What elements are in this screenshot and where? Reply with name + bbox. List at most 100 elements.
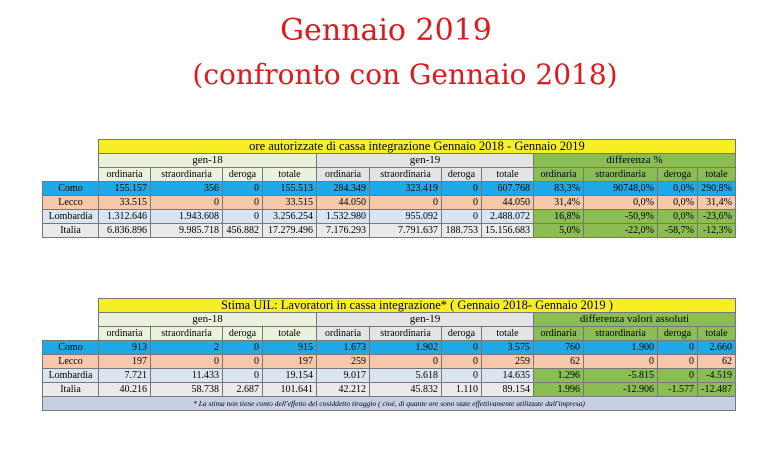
table-cell: 0 — [222, 195, 263, 210]
table-cell: 0 — [222, 340, 263, 355]
table-cell: 2.687 — [222, 382, 263, 397]
column-header: deroga — [657, 326, 698, 341]
table-cell: 155.513 — [262, 181, 317, 196]
table-cell: 0 — [657, 340, 698, 355]
table-cell: 6.836.896 — [98, 223, 151, 238]
table-cell: 0 — [657, 354, 698, 369]
table-cell: 101.641 — [262, 382, 317, 397]
table-cell: 284.349 — [316, 181, 370, 196]
group-header-gen19: gen-19 — [316, 312, 534, 327]
table-cell: 9.017 — [316, 368, 370, 383]
row-label: Como — [42, 340, 99, 355]
column-header: totale — [262, 167, 317, 182]
table-cell: 0 — [150, 195, 223, 210]
column-header: ordinaria — [316, 167, 370, 182]
table-cell: 1.110 — [441, 382, 482, 397]
table-cell: 1.673 — [316, 340, 370, 355]
table-cell: 0 — [222, 368, 263, 383]
table-cell: 1.532.980 — [316, 209, 370, 224]
table-cell: 0 — [441, 368, 482, 383]
table-cell: 0 — [441, 209, 482, 224]
table-cell: 90748,0% — [583, 181, 658, 196]
table-cell: 31,4% — [697, 195, 736, 210]
group-header-diff: differenza valori assoluti — [533, 312, 736, 327]
table-cell: 19.154 — [262, 368, 317, 383]
row-label: Lecco — [42, 354, 99, 369]
table-row: Lombardia 7.721 11.433 0 19.154 9.017 5.618 0 14… — [42, 368, 736, 383]
table-cell: 0 — [441, 354, 482, 369]
table-cell: 0,0% — [657, 181, 698, 196]
table-cell: -12.487 — [697, 382, 736, 397]
table-cell: 83,3% — [533, 181, 584, 196]
table-cell: 58.738 — [150, 382, 223, 397]
table-cell: 7.721 — [98, 368, 151, 383]
column-header: ordinaria — [98, 167, 151, 182]
table-row: Lecco 197 0 0 197 259 0 0 259 62 0 0 62 — [42, 354, 736, 369]
table-cell: 0 — [222, 354, 263, 369]
table-cell: -4.519 — [697, 368, 736, 383]
table-cell: 188.753 — [441, 223, 482, 238]
group-header-gen19: gen-19 — [316, 153, 534, 168]
table-cell: -23,6% — [697, 209, 736, 224]
column-header: ordinaria — [533, 167, 584, 182]
column-header: straordinaria — [369, 167, 442, 182]
table-cell: 31,4% — [533, 195, 584, 210]
table-cell: 89.154 — [481, 382, 534, 397]
table-cell: 290,8% — [697, 181, 736, 196]
column-header: totale — [697, 167, 736, 182]
column-header: deroga — [657, 167, 698, 182]
column-header: totale — [262, 326, 317, 341]
table-cell: 1.943.608 — [150, 209, 223, 224]
table-row: Lecco 33.515 0 0 33.515 44.050 0 0 44.050 31,4% 0,… — [42, 195, 736, 210]
row-label: Italia — [42, 223, 99, 238]
table-cell: 15.156.683 — [481, 223, 534, 238]
column-header: deroga — [222, 326, 263, 341]
column-header: totale — [481, 167, 534, 182]
page-title: Gennaio 2019 — [280, 13, 492, 48]
column-header: ordinaria — [98, 326, 151, 341]
table-row: Como 913 2 0 915 1.673 1.902 0 3.575 760 1.900 0 2.6… — [42, 340, 736, 355]
table-cell: 1.296 — [533, 368, 584, 383]
workers-table: Stima UIL: Lavoratori in cassa integrazi… — [42, 298, 736, 411]
table-cell: 259 — [481, 354, 534, 369]
table-cell: 62 — [697, 354, 736, 369]
table-cell: -58,7% — [657, 223, 698, 238]
page-subtitle: (confronto con Gennaio 2018) — [192, 58, 618, 91]
table-cell: 2 — [150, 340, 223, 355]
table-cell: 1.902 — [369, 340, 442, 355]
table-cell: 2.488.072 — [481, 209, 534, 224]
table-cell: 3.575 — [481, 340, 534, 355]
group-header-gen18: gen-18 — [98, 312, 317, 327]
table-cell: 0,0% — [657, 209, 698, 224]
table-cell: 0,0% — [657, 195, 698, 210]
table-row: Como 155.157 356 0 155.513 284.349 323.419 0 607… — [42, 181, 736, 196]
table-cell: -50,9% — [583, 209, 658, 224]
column-header: totale — [697, 326, 736, 341]
table-cell: 259 — [316, 354, 370, 369]
hours-table-title: ore autorizzate di cassa integrazione Ge… — [98, 139, 736, 154]
table-cell: 45.832 — [369, 382, 442, 397]
table-cell: 1.312.646 — [98, 209, 151, 224]
table-cell: 0 — [657, 368, 698, 383]
table-cell: 0 — [222, 209, 263, 224]
workers-table-title: Stima UIL: Lavoratori in cassa integrazi… — [98, 298, 736, 313]
table-cell: 0 — [150, 354, 223, 369]
table-cell: -12,3% — [697, 223, 736, 238]
table-cell: 356 — [150, 181, 223, 196]
column-header: straordinaria — [150, 167, 223, 182]
row-label: Lombardia — [42, 209, 99, 224]
table-cell: 0 — [441, 181, 482, 196]
column-header: straordinaria — [369, 326, 442, 341]
table-cell: 1.996 — [533, 382, 584, 397]
column-header: straordinaria — [583, 167, 658, 182]
row-label: Lombardia — [42, 368, 99, 383]
table-cell: 16,8% — [533, 209, 584, 224]
table-cell: 2.660 — [697, 340, 736, 355]
table-cell: 197 — [262, 354, 317, 369]
group-header-diff: differenza % — [533, 153, 736, 168]
table-cell: 0 — [369, 354, 442, 369]
column-header: ordinaria — [533, 326, 584, 341]
column-header: straordinaria — [150, 326, 223, 341]
table-cell: -22,0% — [583, 223, 658, 238]
table-cell: 44.050 — [316, 195, 370, 210]
